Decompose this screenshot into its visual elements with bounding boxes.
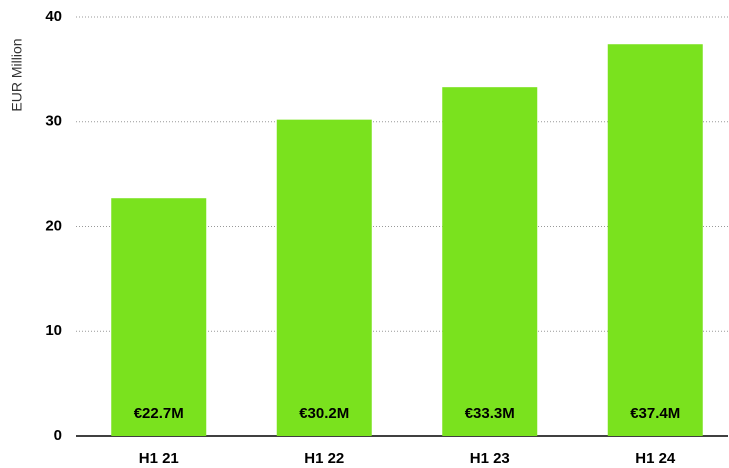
y-tick-label: 10 [45, 322, 62, 339]
value-label: €22.7M [134, 405, 184, 422]
value-label: €30.2M [299, 405, 349, 422]
bar [111, 198, 207, 436]
y-tick-label: 20 [45, 217, 62, 234]
y-axis-title: EUR Million [9, 38, 25, 111]
x-tick-label: H1 21 [139, 450, 179, 467]
bar [442, 87, 538, 437]
x-tick-label: H1 23 [470, 450, 510, 467]
value-label: €33.3M [465, 405, 515, 422]
y-tick-label: 40 [45, 8, 62, 25]
x-tick-label: H1 22 [304, 450, 344, 467]
x-tick-label: H1 24 [635, 450, 676, 467]
y-tick-label: 30 [45, 113, 62, 130]
value-label: €37.4M [630, 405, 680, 422]
bar [607, 44, 703, 437]
y-tick-label: 0 [54, 427, 62, 444]
bar [276, 119, 372, 436]
